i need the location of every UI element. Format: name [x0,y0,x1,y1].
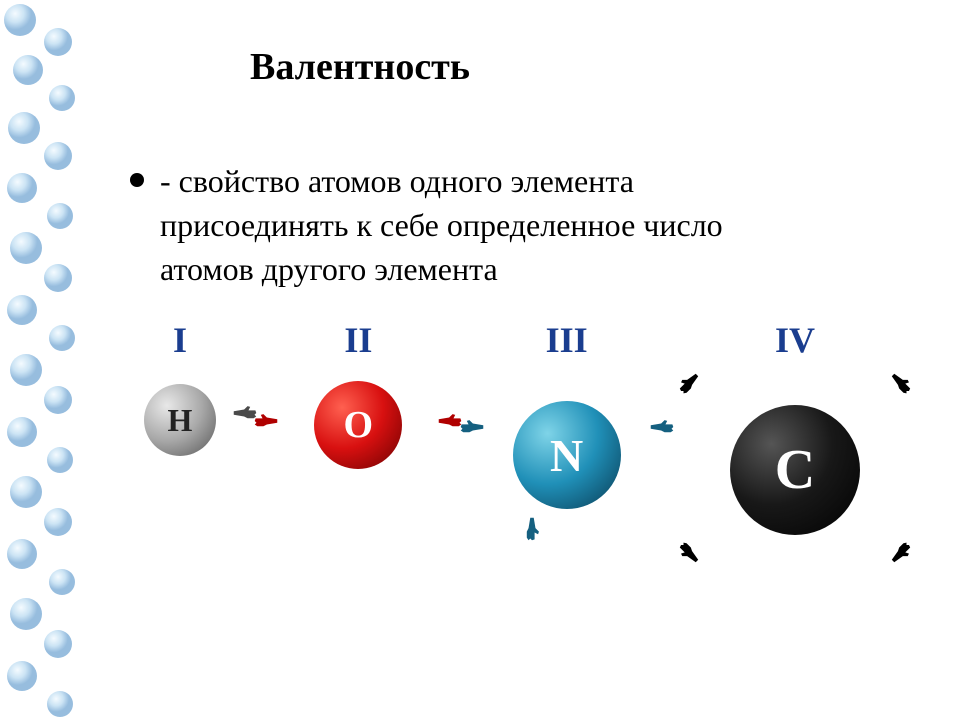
valency-illustration: I H II O III N [120,319,900,565]
roman-numeral: IV [775,319,815,361]
hand-icon [459,417,485,437]
valency-group-3: III N [477,319,657,535]
roman-numeral: I [173,319,187,361]
hand-icon [885,367,918,400]
hydrogen-molecule: H [120,375,240,465]
hydrogen-atom: H [144,384,216,456]
element-symbol: H [168,402,193,439]
hand-icon [649,417,675,437]
valency-group-4: IV C [690,319,900,565]
hand-icon [522,516,542,542]
hand-icon [673,367,706,400]
oxygen-atom: O [314,381,402,469]
element-symbol: O [344,403,374,447]
bullet-icon [130,173,144,187]
slide-content: Валентность - свойство атомов одного эле… [130,45,930,565]
roman-numeral: III [546,319,588,361]
definition-text: - свойство атомов одного элемента присое… [160,159,800,291]
dna-helix-decoration [0,0,90,720]
nitrogen-molecule: N [477,375,657,535]
hand-icon [673,537,706,570]
definition-block: - свойство атомов одного элемента присое… [130,159,930,291]
carbon-atom: C [730,405,860,535]
element-symbol: C [775,438,815,502]
hand-icon [885,537,918,570]
valency-group-1: I H [120,319,240,465]
nitrogen-atom: N [513,401,621,509]
oxygen-molecule: O [273,375,443,475]
hand-icon [253,411,279,431]
element-symbol: N [550,429,583,482]
valency-group-2: II O [273,319,443,475]
roman-numeral: II [344,319,372,361]
carbon-molecule: C [690,375,900,565]
slide-title: Валентность [250,45,930,89]
